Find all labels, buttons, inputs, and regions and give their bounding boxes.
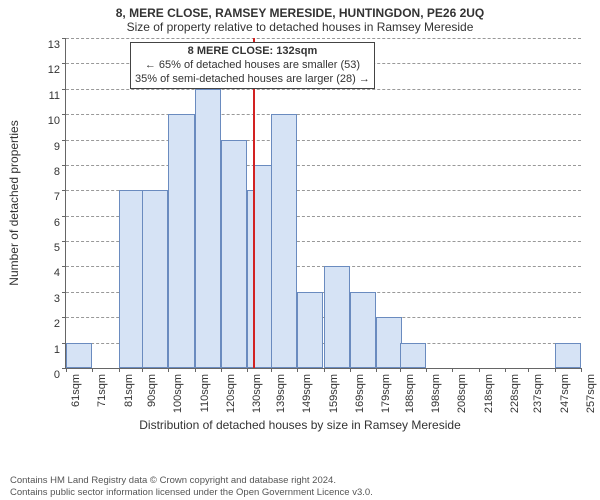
ytick-mark xyxy=(62,190,66,191)
xtick-label: 149sqm xyxy=(301,374,313,413)
xtick-mark xyxy=(92,368,93,372)
ytick-mark xyxy=(62,63,66,64)
ytick-mark xyxy=(62,38,66,39)
footer-attribution: Contains HM Land Registry data © Crown c… xyxy=(10,475,590,498)
plot-area: 8 MERE CLOSE: 132sqm ← 65% of detached h… xyxy=(65,38,581,369)
xtick-mark xyxy=(168,368,169,372)
ytick-mark xyxy=(62,317,66,318)
histogram-bar xyxy=(221,140,247,368)
xtick-label: 100sqm xyxy=(172,374,184,413)
y-axis-label: Number of detached properties xyxy=(7,120,21,285)
ytick-label: 12 xyxy=(36,64,60,76)
xtick-mark xyxy=(247,368,248,372)
histogram-bar xyxy=(350,292,376,368)
xtick-label: 61sqm xyxy=(70,374,82,407)
xtick-label: 71sqm xyxy=(96,374,108,407)
ytick-mark xyxy=(62,292,66,293)
ytick-label: 8 xyxy=(36,166,60,178)
xtick-mark xyxy=(297,368,298,372)
histogram-bar xyxy=(324,266,350,368)
ytick-label: 13 xyxy=(36,39,60,51)
xtick-label: 159sqm xyxy=(328,374,340,413)
xtick-label: 179sqm xyxy=(380,374,392,413)
ytick-mark xyxy=(62,266,66,267)
annotation-header: 8 MERE CLOSE: 132sqm xyxy=(135,45,370,59)
ytick-label: 5 xyxy=(36,242,60,254)
xtick-label: 218sqm xyxy=(483,374,495,413)
xtick-label: 169sqm xyxy=(354,374,366,413)
xtick-mark xyxy=(581,368,582,372)
page-title-address: 8, MERE CLOSE, RAMSEY MERESIDE, HUNTINGD… xyxy=(10,6,590,20)
xtick-mark xyxy=(324,368,325,372)
histogram-bar xyxy=(168,114,194,368)
gridline xyxy=(66,38,581,39)
xtick-label: 139sqm xyxy=(275,374,287,413)
ytick-mark xyxy=(62,89,66,90)
xtick-mark xyxy=(271,368,272,372)
ytick-label: 1 xyxy=(36,344,60,356)
xtick-label: 130sqm xyxy=(251,374,263,413)
xtick-mark xyxy=(555,368,556,372)
ytick-mark xyxy=(62,216,66,217)
xtick-label: 247sqm xyxy=(559,374,571,413)
histogram-bar xyxy=(555,343,581,368)
xtick-mark xyxy=(426,368,427,372)
ytick-mark xyxy=(62,241,66,242)
annotation-box: 8 MERE CLOSE: 132sqm ← 65% of detached h… xyxy=(130,42,375,89)
gridline xyxy=(66,165,581,166)
xtick-mark xyxy=(66,368,67,372)
ytick-label: 7 xyxy=(36,191,60,203)
ytick-mark xyxy=(62,140,66,141)
ytick-label: 3 xyxy=(36,293,60,305)
ytick-mark xyxy=(62,165,66,166)
histogram-bar xyxy=(376,317,402,368)
page-subtitle: Size of property relative to detached ho… xyxy=(10,20,590,34)
xtick-label: 120sqm xyxy=(225,374,237,413)
ytick-label: 4 xyxy=(36,267,60,279)
xtick-label: 208sqm xyxy=(456,374,468,413)
ytick-label: 10 xyxy=(36,115,60,127)
histogram-chart: Number of detached properties 8 MERE CLO… xyxy=(20,38,580,368)
ytick-label: 0 xyxy=(36,369,60,381)
xtick-mark xyxy=(142,368,143,372)
xtick-mark xyxy=(350,368,351,372)
xtick-label: 188sqm xyxy=(404,374,416,413)
xtick-label: 90sqm xyxy=(146,374,158,407)
histogram-bar xyxy=(142,190,168,368)
gridline xyxy=(66,114,581,115)
histogram-bar xyxy=(119,190,145,368)
x-axis-caption: Distribution of detached houses by size … xyxy=(10,418,590,432)
ytick-label: 9 xyxy=(36,141,60,153)
xtick-mark xyxy=(376,368,377,372)
annotation-line-larger: 35% of semi-detached houses are larger (… xyxy=(135,73,370,87)
xtick-label: 110sqm xyxy=(199,374,211,412)
xtick-mark xyxy=(195,368,196,372)
ytick-label: 6 xyxy=(36,217,60,229)
xtick-label: 81sqm xyxy=(123,374,135,407)
xtick-label: 237sqm xyxy=(532,374,544,413)
ytick-mark xyxy=(62,114,66,115)
xtick-mark xyxy=(505,368,506,372)
xtick-label: 198sqm xyxy=(430,374,442,413)
xtick-mark xyxy=(221,368,222,372)
xtick-mark xyxy=(479,368,480,372)
histogram-bar xyxy=(195,89,221,368)
gridline xyxy=(66,140,581,141)
annotation-line-smaller: ← 65% of detached houses are smaller (53… xyxy=(135,59,370,73)
xtick-mark xyxy=(119,368,120,372)
histogram-bar xyxy=(400,343,426,368)
ytick-label: 11 xyxy=(36,90,60,102)
xtick-label: 228sqm xyxy=(509,374,521,413)
xtick-label: 257sqm xyxy=(585,374,597,413)
ytick-label: 2 xyxy=(36,318,60,330)
xtick-mark xyxy=(452,368,453,372)
histogram-bar xyxy=(66,343,92,368)
xtick-mark xyxy=(400,368,401,372)
xtick-mark xyxy=(528,368,529,372)
footer-line1: Contains HM Land Registry data © Crown c… xyxy=(10,475,590,486)
histogram-bar xyxy=(271,114,297,368)
histogram-bar xyxy=(297,292,323,368)
footer-line2: Contains public sector information licen… xyxy=(10,487,590,498)
